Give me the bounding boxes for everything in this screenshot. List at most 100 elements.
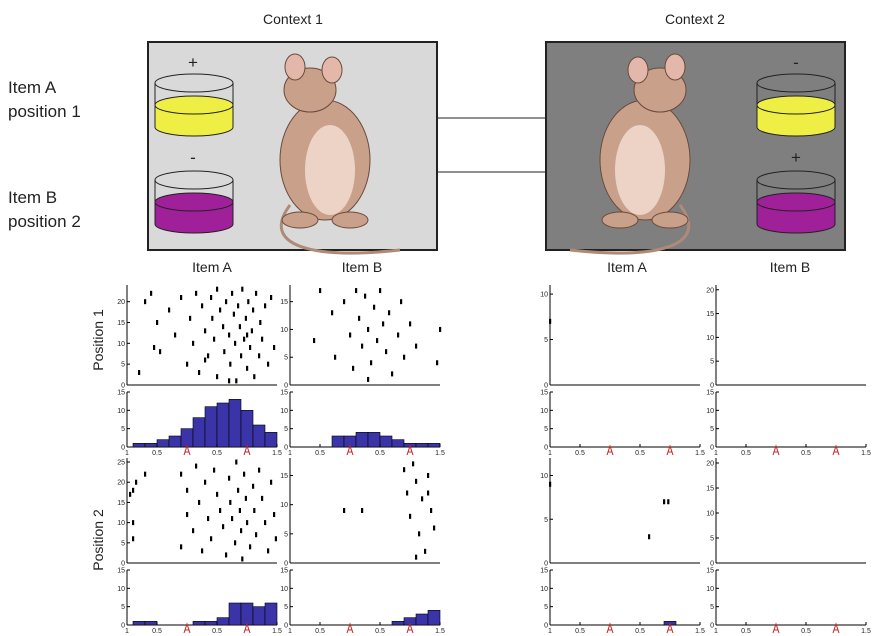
spike	[403, 467, 405, 472]
spike	[135, 480, 137, 485]
spike	[216, 374, 218, 379]
x-tick-label: 1.5	[861, 628, 871, 635]
y-tick-label: 15	[540, 568, 548, 575]
spike	[132, 488, 134, 493]
spike	[198, 500, 200, 505]
cup-liquid-top	[155, 96, 233, 114]
y-tick-label: 20	[117, 480, 125, 487]
y-tick-label: 15	[117, 390, 125, 397]
x-tick-label: 1.5	[272, 450, 282, 457]
spike	[391, 371, 393, 376]
y-tick-label: 15	[280, 568, 288, 575]
spike	[235, 378, 237, 383]
row-label: Position 2	[90, 509, 106, 571]
spike	[138, 370, 140, 375]
spike	[273, 512, 275, 517]
y-tick-label: 0	[710, 561, 714, 568]
spike	[153, 345, 155, 350]
spike	[400, 299, 402, 304]
spike	[433, 526, 435, 531]
x-tick-label: 0.5	[315, 450, 325, 457]
spike	[207, 353, 209, 358]
spike	[255, 532, 257, 537]
column-label: Item B	[342, 259, 382, 275]
column-label: Item A	[607, 259, 647, 275]
x-tick-label: 0.5	[152, 628, 162, 635]
spike	[424, 549, 426, 554]
spike	[240, 528, 242, 533]
x-tick-label: 1	[714, 450, 718, 457]
spike	[421, 496, 423, 501]
y-tick-label: 10	[280, 408, 288, 415]
spike	[249, 544, 251, 549]
x-tick-label: 1.5	[435, 628, 445, 635]
spike	[156, 320, 158, 325]
spike	[159, 349, 161, 354]
spike	[358, 316, 360, 321]
y-tick-label: 10	[540, 292, 548, 299]
y-tick-label: 5	[121, 604, 125, 611]
spike	[235, 460, 237, 465]
x-tick-label: 1.5	[272, 628, 282, 635]
histogram-bar	[145, 621, 157, 625]
cup-sign: +	[791, 148, 801, 167]
spike	[343, 299, 345, 304]
histogram-bar	[392, 440, 404, 447]
spike	[331, 310, 333, 315]
y-tick-label: 5	[710, 536, 714, 543]
context-title: Context 2	[665, 11, 725, 27]
spike	[264, 303, 266, 308]
spike	[132, 520, 134, 525]
histogram-bar	[193, 418, 205, 447]
y-tick-label: 5	[121, 540, 125, 547]
y-tick-label: 15	[540, 390, 548, 397]
histogram-bar	[229, 603, 241, 625]
histogram-bar	[368, 432, 380, 447]
y-tick-label: 20	[117, 299, 125, 306]
spike	[270, 480, 272, 485]
x-tick-label: 0.5	[741, 450, 751, 457]
histogram-bar	[157, 440, 169, 447]
x-tick-label: 0.5	[741, 628, 751, 635]
y-tick-label: 15	[706, 311, 714, 318]
x-tick-label: 0.5	[575, 628, 585, 635]
spike	[259, 320, 261, 325]
histogram-bar	[217, 618, 229, 625]
y-tick-label: 10	[280, 586, 288, 593]
histogram-bar	[356, 432, 368, 447]
y-tick-label: 5	[284, 426, 288, 433]
y-tick-label: 10	[706, 335, 714, 342]
spike	[349, 333, 351, 338]
y-tick-label: 10	[706, 586, 714, 593]
spike	[397, 333, 399, 338]
y-tick-label: 15	[706, 486, 714, 493]
spike	[667, 499, 669, 504]
spike	[144, 472, 146, 477]
spike	[234, 341, 236, 346]
y-tick-label: 5	[121, 426, 125, 433]
spike	[247, 299, 249, 304]
spike	[264, 520, 266, 525]
y-tick-label: 0	[284, 561, 288, 568]
spike	[376, 338, 378, 343]
x-tick-label: 1.5	[435, 450, 445, 457]
spike	[385, 349, 387, 354]
histogram-bar	[380, 436, 392, 447]
spike	[180, 295, 182, 300]
spike	[415, 344, 417, 349]
spike	[231, 291, 233, 296]
spike	[379, 288, 381, 293]
spike	[388, 310, 390, 315]
x-tick-label: 1	[548, 450, 552, 457]
y-tick-label: 10	[540, 586, 548, 593]
spike	[258, 468, 260, 473]
spike	[427, 473, 429, 478]
x-tick-label: 1	[288, 450, 292, 457]
spike	[253, 374, 255, 379]
y-tick-label: 10	[706, 511, 714, 518]
spike	[549, 482, 551, 487]
spike	[648, 534, 650, 539]
spike	[427, 491, 429, 496]
histogram-bar	[241, 603, 253, 625]
spike	[192, 341, 194, 346]
